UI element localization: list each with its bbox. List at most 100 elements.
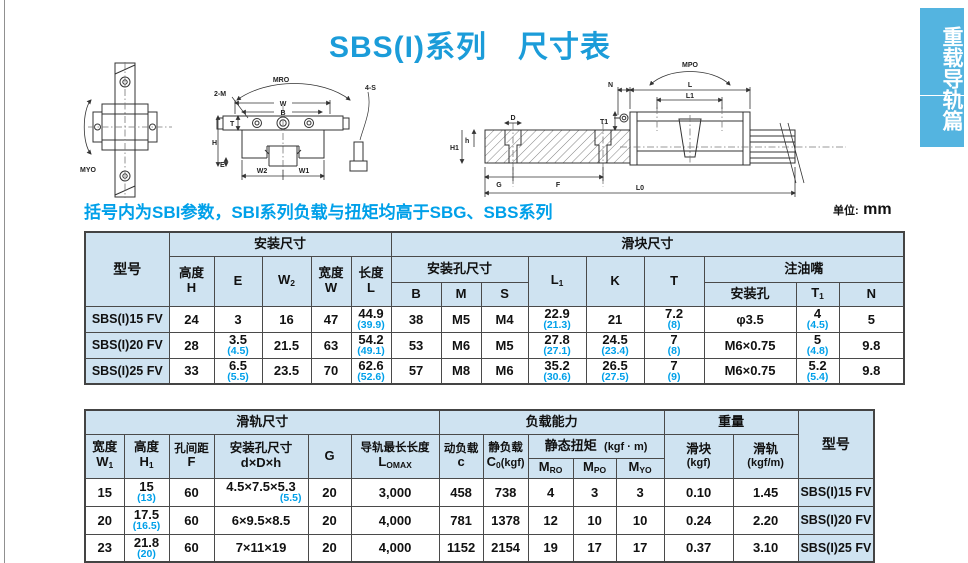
- table-row: SBS(I)15 FV 24 3 16 47 44.9 (39.9) 38 M5 …: [84, 305, 905, 333]
- group-header-grease: 注油嘴: [703, 255, 905, 283]
- cell: 6.5 (5.5): [213, 357, 263, 385]
- cell: 17: [615, 533, 665, 563]
- cell: 4 (4.5): [795, 305, 840, 333]
- cell: 1152: [438, 533, 484, 563]
- cell: M6×0.75: [703, 331, 797, 359]
- cell: 7 (8): [643, 331, 705, 359]
- moment-label-mpo: MPO: [682, 62, 699, 69]
- cell: 6×9.5×8.5: [213, 505, 309, 535]
- col-header-model: 型号: [84, 231, 170, 307]
- cell: 10: [615, 505, 665, 535]
- table-row: 宽度 W1 高度 H1 孔间距 F 安装孔尺寸 d×D×h G 导轨最长长度 LOMAX …: [84, 433, 874, 479]
- table-row: 型号 安装尺寸 滑块尺寸: [84, 231, 905, 307]
- cell-model: SBS(I)15 FV: [797, 477, 875, 507]
- col-header-mpo: MPO: [572, 457, 617, 479]
- moment-label-mro: MRO: [273, 77, 290, 84]
- col-header-grease-hole: 安装孔: [703, 281, 797, 307]
- dim-label-h: H: [212, 140, 217, 147]
- cell: 781: [438, 505, 484, 535]
- cell: 3.10: [732, 533, 799, 563]
- table-row: MRO MPO MYO: [85, 457, 874, 479]
- cell: 54.2 (49.1): [350, 331, 392, 359]
- cell: 60: [168, 477, 215, 507]
- cell: 7 (9): [643, 357, 705, 385]
- dim-label-hsmall: h: [465, 138, 469, 145]
- block-front-view-drawing: MRO 2-M W B T H E W2 W1 4-S: [212, 77, 376, 200]
- col-header-c0: 静负载 C0(kgf): [482, 433, 529, 479]
- cell: 2154: [482, 533, 529, 563]
- table-row: 高度 H E W2 宽度 W 长度 L 安装孔尺寸 L1 K T 注油嘴: [85, 255, 905, 307]
- cell: 63: [310, 331, 352, 359]
- col-header-k: K: [585, 255, 645, 307]
- table-row: 15 15 (13) 60 4.5×7.5×5.3 (5.5) 20 3,000 4…: [84, 477, 875, 507]
- cell: 19: [527, 533, 574, 563]
- cell-model: SBS(I)25 FV: [84, 357, 170, 385]
- cell: M6: [440, 331, 482, 359]
- cell: M6×0.75: [703, 357, 797, 385]
- page-title: SBS(I)系列 尺寸表: [329, 31, 611, 64]
- col-header-ddh: 安装孔尺寸 d×D×h: [213, 433, 309, 479]
- rail-side-view-drawing: MPO L L1 N T1 D h H1 G F L0: [450, 62, 846, 197]
- cell-model: SBS(I)15 FV: [84, 305, 170, 333]
- cell: 4: [527, 477, 574, 507]
- cell: M5: [480, 331, 529, 359]
- cell: 20: [307, 533, 352, 563]
- col-header-width: 宽度 W: [310, 255, 352, 307]
- dim-label-g: G: [496, 182, 502, 189]
- cell: 70: [310, 357, 352, 385]
- dim-label-w1: W1: [299, 168, 310, 175]
- col-header-h1: 高度 H1: [123, 433, 170, 479]
- dim-label-w2: W2: [257, 168, 268, 175]
- cell: 21: [585, 305, 645, 333]
- col-header-e: E: [213, 255, 263, 307]
- dim-label-t1: T1: [600, 119, 608, 126]
- cell: M8: [440, 357, 482, 385]
- table-row: SBS(I)25 FV 33 6.5 (5.5) 23.5 70 62.6 (52.…: [84, 357, 905, 385]
- block-dimensions-table: 型号 安装尺寸 滑块尺寸 高度 H E W2 宽度 W 长度 L 安装孔尺寸 L1 K…: [84, 231, 906, 385]
- group-header-weight: 重量: [663, 409, 799, 435]
- col-header-f: 孔间距 F: [168, 433, 215, 479]
- note-text: 括号内为SBI参数，SBI系列负载与扭矩均高于SBG、SBS系列: [84, 203, 553, 222]
- col-header-myo: MYO: [615, 457, 665, 479]
- cell: 47: [310, 305, 352, 333]
- cell: 17.5 (16.5): [123, 505, 170, 535]
- cell: M4: [480, 305, 529, 333]
- table-row: 20 17.5 (16.5) 60 6×9.5×8.5 20 4,000 781 …: [84, 505, 875, 535]
- dim-label-w: W: [280, 101, 287, 108]
- cell: 7.2 (8): [643, 305, 705, 333]
- group-header-block: 滑块尺寸: [390, 231, 905, 257]
- col-header-b: B: [390, 281, 442, 307]
- cell: 5.2 (5.4): [795, 357, 840, 385]
- col-header-t: T: [643, 255, 705, 307]
- dim-label-b: B: [280, 110, 285, 117]
- cell: 0.10: [663, 477, 734, 507]
- col-header-m: M: [440, 281, 482, 307]
- cell: 3,000: [350, 477, 440, 507]
- dim-label-e: E: [220, 162, 225, 169]
- unit-label: 单位:: [833, 205, 859, 217]
- cell: 17: [572, 533, 617, 563]
- cell: 3: [572, 477, 617, 507]
- cell: 9.8: [838, 331, 905, 359]
- cell: 738: [482, 477, 529, 507]
- cell: 21.8 (20): [123, 533, 170, 563]
- cell: 3: [615, 477, 665, 507]
- cell: 12: [527, 505, 574, 535]
- cell: 10: [572, 505, 617, 535]
- cell: 24.5 (23.4): [585, 331, 645, 359]
- table-row: SBS(I)20 FV 28 3.5 (4.5) 21.5 63 54.2 (49.…: [84, 331, 905, 359]
- cell: 35.2 (30.6): [527, 357, 587, 385]
- group-header-torque: 静态扭矩 (kgf · m): [527, 433, 665, 459]
- col-header-mro: MRO: [527, 457, 574, 479]
- dim-label-d: D: [510, 115, 515, 122]
- col-header-lmax: 导轨最长长度 LOMAX: [350, 433, 440, 479]
- cell: 21.5: [261, 331, 312, 359]
- cell: 0.37: [663, 533, 734, 563]
- col-header-g: G: [307, 433, 352, 479]
- dim-label-2m: 2-M: [214, 91, 226, 98]
- unit-indicator: 单位: mm: [833, 201, 892, 219]
- dim-label-n: N: [608, 82, 613, 89]
- cell: 33: [168, 357, 215, 385]
- cell: 26.5 (27.5): [585, 357, 645, 385]
- group-header-load: 负载能力: [438, 409, 665, 435]
